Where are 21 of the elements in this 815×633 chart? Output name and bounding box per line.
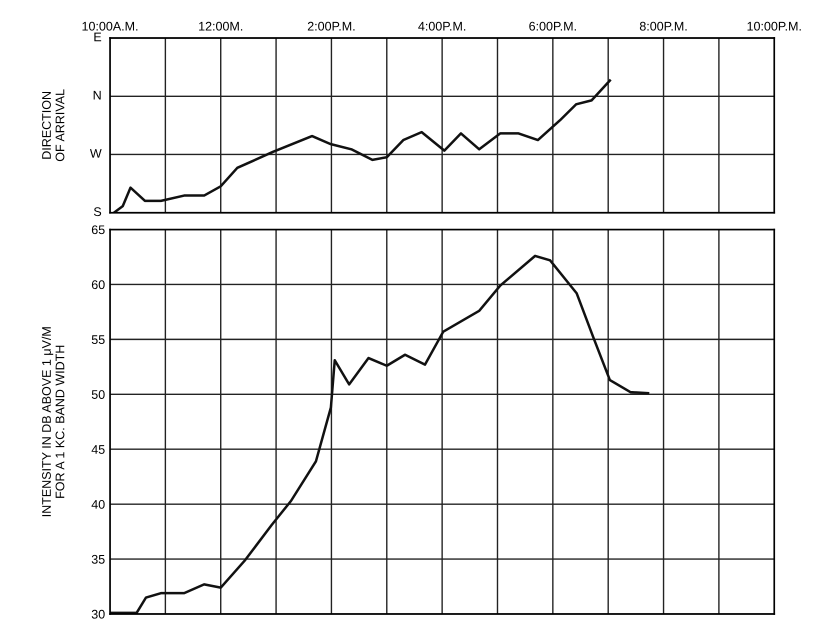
y-tick-label: 30 xyxy=(92,610,105,619)
y-tick-label: 40 xyxy=(92,500,105,509)
x-tick-label: 8:00P.M. xyxy=(640,22,687,31)
x-tick-label: 12:00M. xyxy=(199,22,242,31)
y-tick-label: 60 xyxy=(92,280,105,290)
ref-line-label: E xyxy=(94,32,102,42)
x-tick-label: 2:00P.M. xyxy=(308,22,354,31)
ref-line-label: W xyxy=(90,149,102,158)
ref-line-label: S xyxy=(94,207,102,216)
x-tick-label: 10:00P.M. xyxy=(748,22,801,31)
ref-line-label: N xyxy=(94,90,101,100)
y-axis-title: DIRECTION OF ARRIVAL xyxy=(42,89,64,162)
x-tick-label: 6:00P.M. xyxy=(529,22,576,31)
y-tick-label: 50 xyxy=(92,390,105,399)
y-tick-label: 65 xyxy=(92,225,105,234)
x-tick-label: 4:00P.M. xyxy=(418,22,466,31)
y-tick-label: 35 xyxy=(92,554,105,564)
y-tick-label: 45 xyxy=(92,445,105,454)
y-tick-label: 55 xyxy=(92,335,105,344)
y-axis-title: INTENSITY IN DB ABOVE 1 μV/M FOR A 1 KC. BAND WIDTH xyxy=(42,327,64,516)
x-tick-label: 10:00A.M. xyxy=(82,22,138,31)
